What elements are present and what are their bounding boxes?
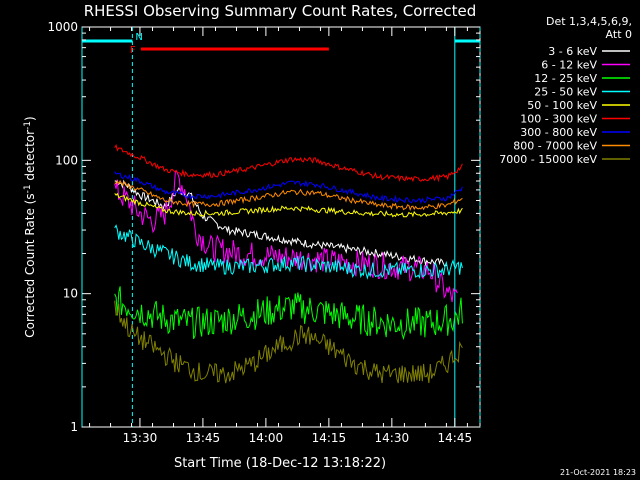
axes-layer: 1 10 100 1000 13:30 13:45 14:00 14:15 14:30 14:45 [47, 20, 480, 445]
flare-label: F [130, 45, 136, 56]
legend-label: 300 - 800 keV [520, 126, 597, 139]
legend-label: 800 - 7000 keV [513, 140, 597, 153]
legend-label: 6 - 12 keV [541, 59, 597, 72]
series-line [114, 170, 458, 303]
legend-label: 12 - 25 keV [534, 72, 597, 85]
x-tick-label: 13:30 [123, 431, 158, 445]
series-line [114, 224, 463, 280]
chart-title: RHESSI Observing Summary Count Rates, Co… [84, 2, 477, 20]
legend-label: 100 - 300 keV [520, 113, 597, 126]
y-axis-label-end: ) [23, 116, 37, 121]
annotation-layer: NF [81, 27, 481, 427]
series-layer [114, 144, 463, 384]
night-label: N [135, 32, 142, 43]
legend-label: 50 - 100 keV [527, 99, 597, 112]
series-line [114, 144, 463, 183]
x-axis-label: Start Time (18-Dec-12 13:18:22) [174, 456, 386, 471]
footer-timestamp: 21-Oct-2021 18:23 [560, 468, 636, 477]
series-line [114, 179, 463, 212]
y-tick-label: 10 [63, 287, 78, 301]
series-line [114, 171, 463, 205]
y-axis-label-mid: detector [23, 130, 37, 185]
legend-header-line-1: Det 1,3,4,5,6,9, [546, 15, 632, 28]
y-axis-label-sup-2: -1 [23, 121, 33, 130]
legend-label: 25 - 50 keV [534, 86, 597, 99]
y-axis-label: Corrected Count Rate (s-1 detector-1) [23, 116, 37, 337]
series-line [114, 286, 463, 341]
x-tick-label: 13:45 [186, 431, 221, 445]
x-tick-label: 14:00 [249, 431, 284, 445]
legend-header-line-2: Att 0 [606, 28, 632, 41]
series-line [114, 300, 463, 384]
y-axis-label-sup-1: -1 [23, 184, 33, 193]
x-tick-label: 14:15 [312, 431, 347, 445]
series-line [114, 192, 463, 218]
y-tick-label: 100 [55, 153, 78, 167]
legend-label: 3 - 6 keV [548, 45, 597, 58]
legend-label: 7000 - 15000 keV [499, 153, 597, 166]
series-line [114, 179, 448, 268]
x-tick-label: 14:45 [438, 431, 473, 445]
y-tick-label: 1 [70, 420, 78, 434]
y-tick-label: 1000 [47, 20, 78, 34]
x-tick-label: 14:30 [375, 431, 410, 445]
y-axis-label-main: Corrected Count Rate (s [23, 193, 37, 337]
